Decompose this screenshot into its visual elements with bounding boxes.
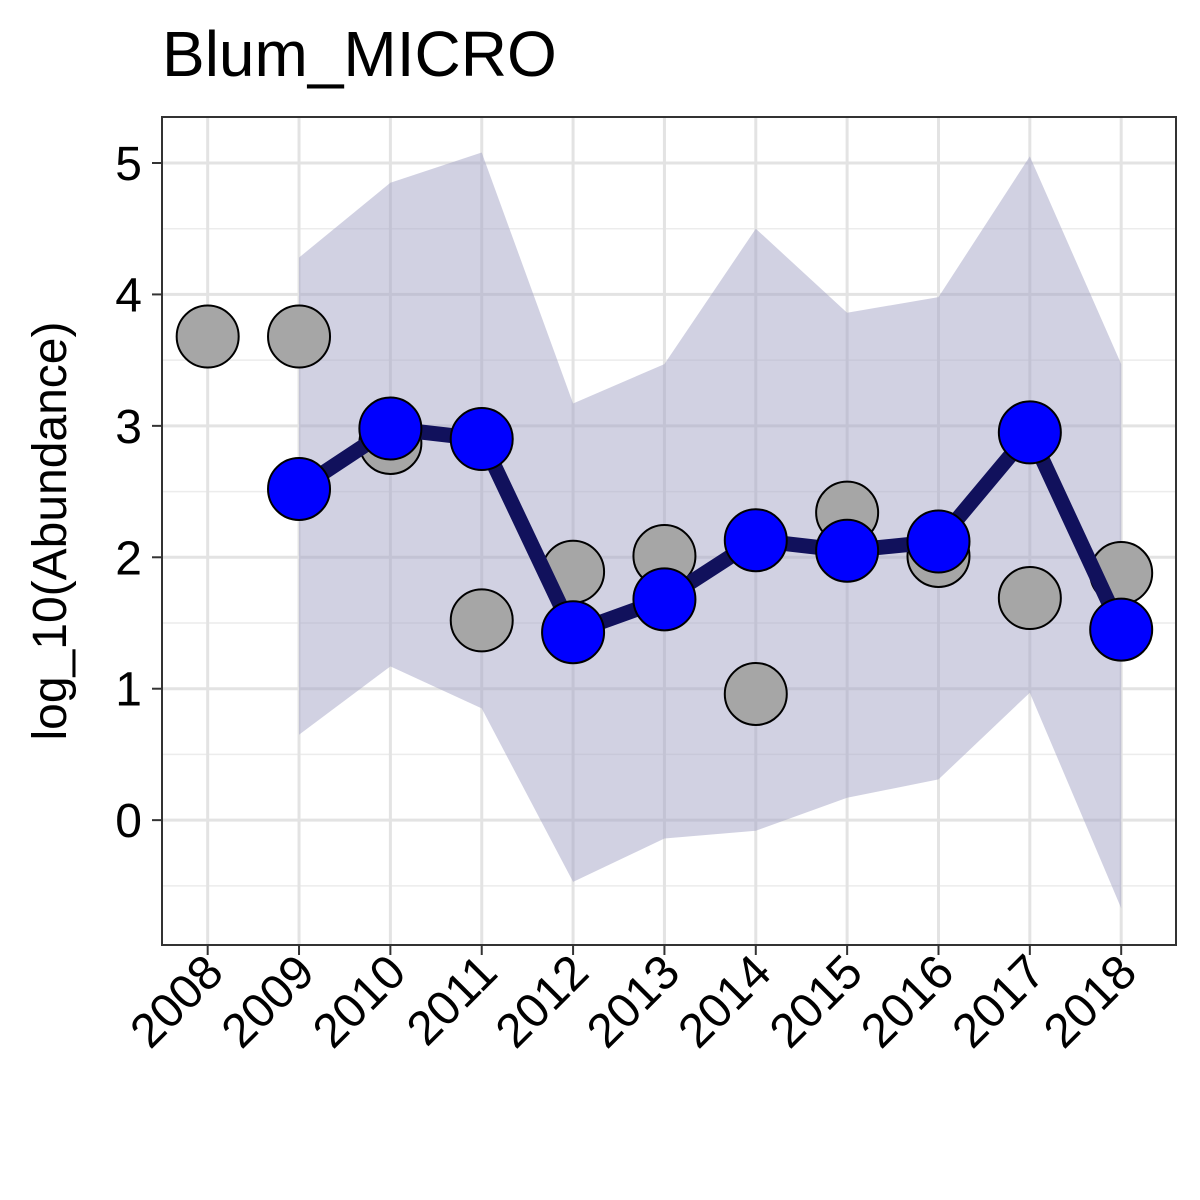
- fitted-point: [358, 396, 423, 461]
- fitted-point: [997, 400, 1062, 465]
- x-tick-label: 2018: [1034, 945, 1147, 1058]
- x-tick-label: 2013: [577, 945, 690, 1058]
- chart-title: Blum_MICRO: [162, 18, 557, 90]
- y-axis-label: log_10(Abundance): [24, 322, 77, 741]
- x-tick-label: 2014: [669, 945, 782, 1058]
- confidence-band: [299, 152, 1122, 909]
- x-tick-label: 2012: [486, 945, 599, 1058]
- y-tick-label: 1: [115, 664, 142, 717]
- observed-point: [723, 661, 788, 726]
- y-tick-label: 0: [115, 795, 142, 848]
- fitted-point: [1089, 597, 1154, 662]
- x-tick-label: 2010: [303, 945, 416, 1058]
- observed-point: [997, 566, 1062, 631]
- x-tick-label: 2008: [120, 945, 233, 1058]
- fitted-point: [632, 567, 697, 632]
- plot-border: [161, 116, 1177, 946]
- x-tick-label: 2017: [943, 945, 1056, 1058]
- fitted-point: [449, 407, 514, 471]
- confidence-band-area: [299, 152, 1122, 909]
- fitted-point: [267, 456, 332, 521]
- observed-point: [175, 304, 240, 369]
- y-tick-label: 5: [115, 138, 142, 191]
- fitted-point: [541, 600, 606, 665]
- x-tick-label: 2009: [212, 945, 325, 1058]
- x-tick-label: 2015: [760, 945, 873, 1058]
- y-tick-label: 4: [115, 269, 142, 322]
- observed-point: [449, 588, 514, 653]
- fitted-point: [906, 509, 971, 574]
- fitted-line: [291, 421, 1129, 640]
- x-tick-label: 2016: [851, 945, 964, 1058]
- fitted-point: [723, 508, 788, 573]
- observed-point: [267, 304, 332, 369]
- x-tick-label: 2011: [397, 945, 507, 1055]
- fitted-point: [815, 518, 880, 583]
- fitted-series: [267, 396, 1154, 665]
- y-tick-label: 2: [115, 532, 142, 585]
- y-tick-label: 3: [115, 401, 142, 454]
